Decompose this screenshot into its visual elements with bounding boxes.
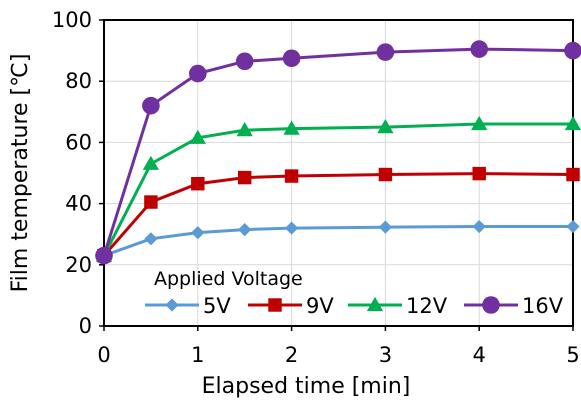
data-point <box>378 167 393 182</box>
legend-marker <box>165 298 179 312</box>
data-point <box>283 120 300 135</box>
data-point <box>566 219 580 234</box>
series-line <box>102 172 574 257</box>
series-5v <box>97 219 580 263</box>
data-point <box>564 41 581 60</box>
legend-item-16v: 16V <box>464 294 564 318</box>
legend-item-9v: 9V <box>248 294 334 318</box>
data-point <box>564 115 581 131</box>
data-point <box>376 43 395 61</box>
legend-label: 5V <box>203 294 231 318</box>
y-tick-label: 60 <box>65 130 92 154</box>
y-tick-label: 0 <box>79 314 92 338</box>
data-point <box>189 129 206 144</box>
data-point <box>472 219 486 234</box>
legend-title: Applied Voltage <box>154 268 303 290</box>
data-point <box>238 223 252 237</box>
y-axis-label: Film temperature [℃] <box>8 54 33 293</box>
x-tick-label: 4 <box>473 343 486 367</box>
data-point <box>95 246 113 265</box>
data-point <box>471 115 488 131</box>
legend-marker <box>482 296 500 314</box>
legend-marker <box>268 298 282 312</box>
legend-label: 12V <box>406 294 448 318</box>
x-tick-label: 3 <box>379 343 392 367</box>
series-line <box>102 47 574 257</box>
x-tick-label: 2 <box>285 343 298 367</box>
data-point <box>282 49 301 68</box>
x-tick-label: 0 <box>97 343 110 367</box>
data-point <box>191 226 205 240</box>
data-point <box>142 155 160 170</box>
legend-item-12v: 12V <box>348 294 448 318</box>
legend-marker <box>366 296 384 312</box>
data-point <box>378 220 392 234</box>
data-point <box>284 169 299 183</box>
data-point <box>235 52 254 71</box>
series-line <box>102 122 573 257</box>
x-axis-ticks: 0 1 2 3 4 5 <box>97 326 580 367</box>
data-point <box>144 195 158 209</box>
x-axis-label: Elapsed time [min] <box>202 374 411 399</box>
data-point <box>472 166 486 181</box>
y-axis-ticks: 0 20 40 60 80 100 <box>52 8 104 338</box>
legend-label: 16V <box>522 294 564 318</box>
series-12v <box>95 115 581 262</box>
series-16v <box>95 40 581 265</box>
data-point <box>237 170 252 185</box>
data-point <box>191 176 205 191</box>
x-tick-label: 5 <box>566 343 579 367</box>
y-tick-label: 20 <box>65 253 92 277</box>
data-point <box>470 40 489 58</box>
y-tick-label: 80 <box>65 69 92 93</box>
data-point <box>189 64 207 83</box>
y-tick-label: 40 <box>65 192 92 216</box>
series-layer <box>95 40 581 265</box>
data-point <box>285 221 299 235</box>
legend-item-5v: 5V <box>145 294 231 318</box>
legend-label: 9V <box>306 294 334 318</box>
x-tick-label: 1 <box>191 343 204 367</box>
data-point <box>566 167 580 182</box>
data-point <box>144 232 158 246</box>
series-line <box>103 225 573 258</box>
legend: Applied Voltage 5V 9V 12V 16V <box>145 268 564 318</box>
data-point <box>236 122 253 137</box>
series-9v <box>97 166 580 263</box>
y-tick-label: 100 <box>52 8 92 32</box>
data-point <box>142 96 160 115</box>
data-point <box>377 118 394 134</box>
